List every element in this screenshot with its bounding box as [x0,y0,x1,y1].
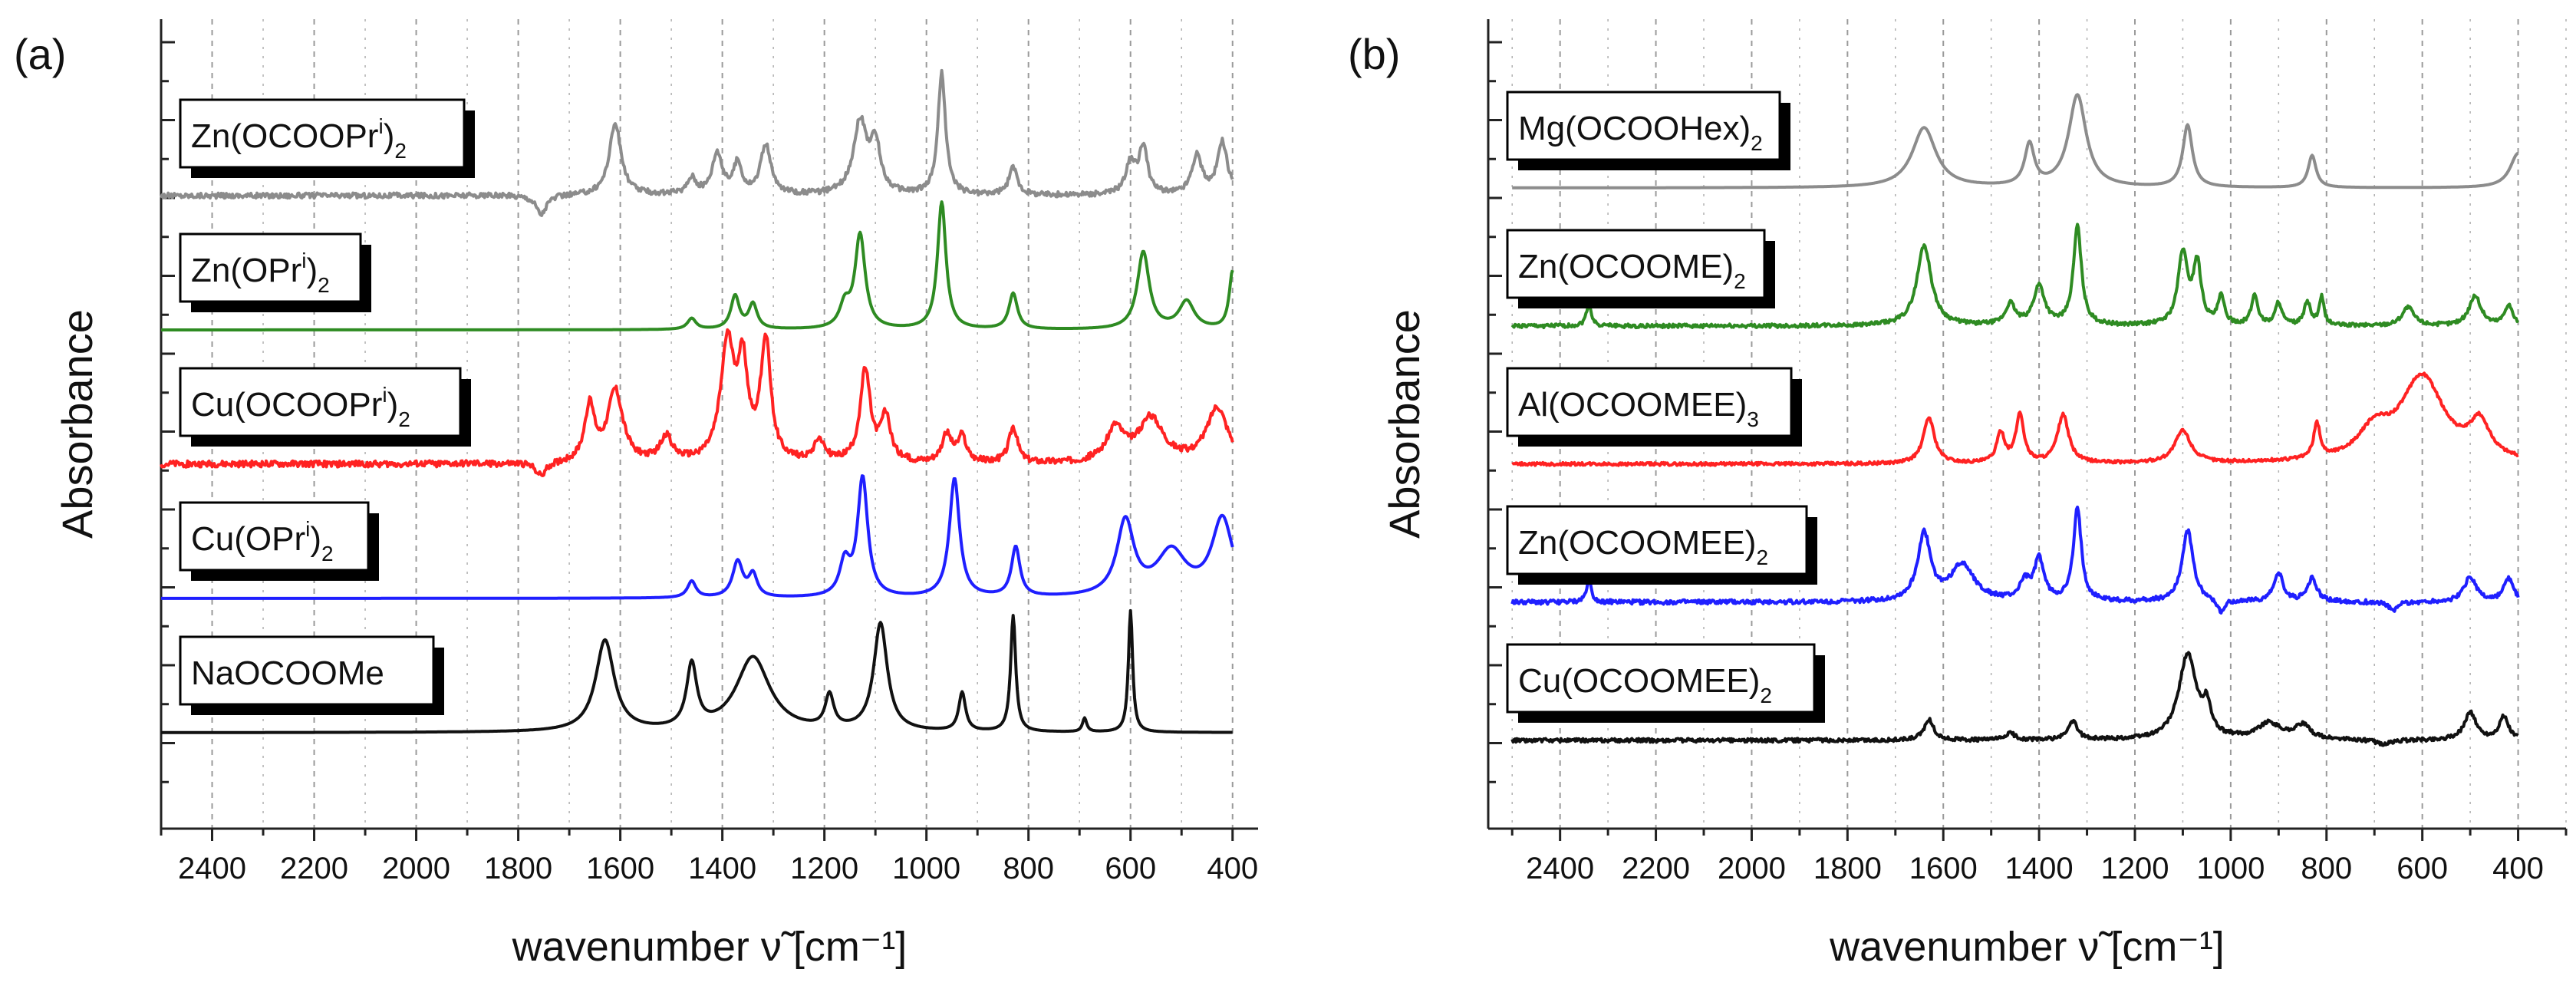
spectrum-line [160,474,1234,600]
x-tick-label: 400 [1207,852,1258,885]
x-tick-label: 1800 [1813,852,1882,885]
spectrum-line [1510,223,2520,330]
series-3: Zn(OCOOMEE)2 [1506,505,2520,615]
label-box [1506,91,1781,161]
series-label: Al(OCOOMEE)3 [1518,386,1759,431]
series-1: Zn(OCOOME)2 [1506,223,2520,330]
series-3: Cu(OPri)2 [160,474,1234,600]
series-1: Zn(OPri)2 [160,200,1234,331]
x-tick-label: 400 [2492,852,2544,885]
x-tick-label: 800 [2301,852,2352,885]
spectrum-line [1511,93,2519,190]
x-tick-label: 1000 [2196,852,2265,885]
label-box [179,98,466,169]
series-label: Cu(OCOOPri)2 [191,383,410,431]
series-4: Cu(OCOOMEE)2 [1506,643,2519,747]
label-box [179,501,370,572]
y-axis-label: Absorbance [53,309,101,539]
series-label: NaOCOOMe [191,654,384,692]
x-tick-label: 600 [2396,852,2448,885]
x-tick-label: 1400 [688,852,756,885]
x-tick-label: 1600 [586,852,654,885]
x-tick-label: 1200 [790,852,858,885]
x-tick-label: 1000 [892,852,960,885]
series-0: Zn(OCOOPri)2 [160,68,1234,217]
series-4: NaOCOOMe [160,608,1234,734]
label-box [179,635,435,706]
x-tick-label: 1400 [2005,852,2074,885]
series-label: Mg(OCOOHex)2 [1518,110,1763,155]
series-2: Al(OCOOMEE)3 [1506,367,2519,467]
series-2: Cu(OCOOPri)2 [160,328,1234,477]
x-tick-label: 1600 [1909,852,1978,885]
x-tick-label: 2200 [280,852,348,885]
x-tick-label: 600 [1105,852,1156,885]
x-tick-label: 2200 [1622,852,1690,885]
panel-b: (b) 2400 2200 2000 1800 1600 1400 1200 1000 800 60… [1348,19,2568,970]
label-box [1506,505,1808,575]
y-axis-label: Absorbance [1380,309,1428,539]
x-axis-label: wavenumber ν̃ [cm⁻¹] [1829,924,2225,970]
x-tick-label: 2400 [178,852,246,885]
spectrum-line [160,68,1234,217]
label-box [179,232,362,303]
spectrum-line [1511,371,2519,467]
label-box [1506,229,1766,299]
spectrum-line [1510,651,2519,747]
series-label: Zn(OCOOPri)2 [191,114,407,163]
x-tick-label: 800 [1003,852,1054,885]
panel-a: (a) 2400 2200 2000 1800 1600 1400 1200 1000 800 60… [14,19,1258,970]
panel-label: (b) [1348,30,1400,78]
label-box [1506,643,1816,714]
series-label: Zn(OCOOMEE)2 [1518,524,1768,569]
x-axis-label: wavenumber ν̃ [cm⁻¹] [512,924,908,970]
series-label: Zn(OCOOME)2 [1518,248,1746,293]
x-tick-label: 2000 [382,852,450,885]
series-0: Mg(OCOOHex)2 [1506,91,2519,190]
series-label: Cu(OPri)2 [191,517,334,565]
spectrum-line [160,328,1234,477]
label-box [1506,367,1793,437]
spectrum-line [1510,506,2520,615]
x-tick-label: 2000 [1718,852,1786,885]
series-label: Cu(OCOOMEE)2 [1518,662,1772,707]
x-tick-label: 1800 [484,852,552,885]
panel-label: (a) [14,30,66,78]
x-tick-label: 1200 [2101,852,2169,885]
label-box [179,367,462,437]
x-tick-label: 2400 [1526,852,1594,885]
spectrum-line [160,200,1234,331]
spectrum-line [160,608,1234,734]
series-label: Zn(OPri)2 [191,249,330,297]
